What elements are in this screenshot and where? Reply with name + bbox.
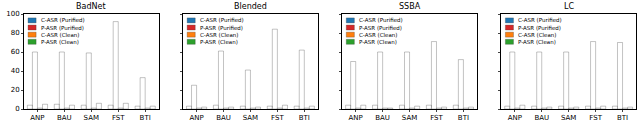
svg-text:ANP: ANP	[508, 114, 522, 122]
svg-text:FST: FST	[430, 114, 443, 122]
svg-text:100: 100	[6, 10, 19, 18]
svg-text:BAU: BAU	[534, 114, 549, 122]
svg-text:ANP: ANP	[189, 114, 203, 122]
svg-text:BTI: BTI	[617, 114, 628, 122]
svg-text:P-ASR (Clean): P-ASR (Clean)	[359, 39, 397, 45]
svg-text:SSBA: SSBA	[399, 2, 421, 11]
svg-text:20: 20	[11, 86, 20, 94]
svg-text:P-ASR (Clean): P-ASR (Clean)	[41, 39, 79, 45]
svg-text:FST: FST	[271, 114, 284, 122]
svg-text:P-ASR (Purified): P-ASR (Purified)	[200, 25, 243, 31]
svg-text:C-ASR (Clean): C-ASR (Clean)	[41, 32, 79, 38]
svg-text:Blended: Blended	[234, 2, 267, 11]
svg-text:SAM: SAM	[402, 114, 417, 122]
svg-text:60: 60	[11, 48, 20, 56]
svg-text:C-ASR (Clean): C-ASR (Clean)	[518, 32, 556, 38]
svg-text:P-ASR (Purified): P-ASR (Purified)	[518, 25, 561, 31]
svg-text:BTI: BTI	[458, 114, 469, 122]
svg-text:ANP: ANP	[30, 114, 44, 122]
svg-text:BadNet: BadNet	[76, 2, 106, 11]
svg-text:P-ASR (Clean): P-ASR (Clean)	[200, 39, 238, 45]
svg-text:C-ASR (Purified): C-ASR (Purified)	[200, 17, 244, 23]
svg-text:C-ASR (Purified): C-ASR (Purified)	[518, 17, 562, 23]
svg-text:LC: LC	[564, 2, 574, 11]
svg-text:40: 40	[11, 67, 20, 75]
svg-text:80: 80	[11, 29, 20, 37]
svg-text:P-ASR (Clean): P-ASR (Clean)	[518, 39, 556, 45]
svg-text:C-ASR (Clean): C-ASR (Clean)	[359, 32, 397, 38]
svg-text:SAM: SAM	[561, 114, 576, 122]
svg-text:BTI: BTI	[140, 114, 151, 122]
svg-text:FST: FST	[589, 114, 602, 122]
svg-text:BAU: BAU	[375, 114, 390, 122]
svg-text:BAU: BAU	[216, 114, 231, 122]
svg-text:FST: FST	[112, 114, 125, 122]
svg-text:SAM: SAM	[243, 114, 258, 122]
svg-text:SAM: SAM	[84, 114, 99, 122]
svg-text:BTI: BTI	[299, 114, 310, 122]
svg-text:C-ASR (Purified): C-ASR (Purified)	[359, 17, 403, 23]
svg-text:C-ASR (Clean): C-ASR (Clean)	[200, 32, 238, 38]
svg-text:0: 0	[15, 105, 19, 113]
svg-text:P-ASR (Purified): P-ASR (Purified)	[41, 25, 84, 31]
svg-text:P-ASR (Purified): P-ASR (Purified)	[359, 25, 402, 31]
svg-text:BAU: BAU	[57, 114, 72, 122]
svg-text:ANP: ANP	[349, 114, 363, 122]
svg-text:C-ASR (Purified): C-ASR (Purified)	[41, 17, 85, 23]
